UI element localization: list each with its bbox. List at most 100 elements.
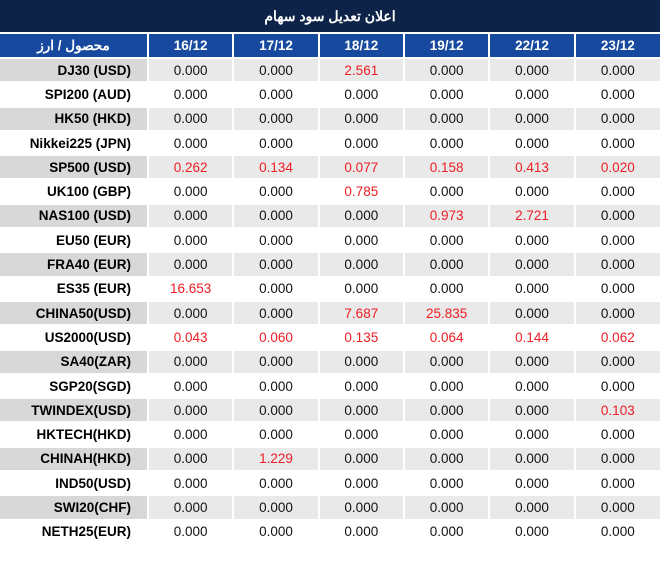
value-cell: 0.000: [233, 495, 320, 521]
value-cell: 0.000: [489, 446, 576, 473]
row-label: SGP20(SGD): [0, 373, 149, 400]
value-cell: 0.000: [489, 106, 576, 132]
value-cell: 0.000: [489, 252, 576, 278]
table-row: IND50(USD) 0.000 0.000 0.000 0.000 0.000 0.000: [0, 471, 660, 497]
value-cell: 0.000: [574, 471, 660, 497]
dividend-adjustment-report: اعلان تعديل سود سهام محصول / ارز 16/12 17/…: [0, 0, 660, 545]
value-cell: 7.687: [318, 300, 405, 327]
table-row: DJ30 (USD) 0.000 0.000 2.561 0.000 0.000 0.000: [0, 58, 660, 84]
date-column-header: 18/12: [318, 34, 405, 59]
value-cell: 0.000: [233, 252, 320, 278]
table-row: EU50 (EUR) 0.000 0.000 0.000 0.000 0.000 0.000: [0, 228, 660, 254]
value-cell: 0.000: [489, 228, 576, 254]
table-row: HK50 (HKD) 0.000 0.000 0.000 0.000 0.000 0.000: [0, 106, 660, 132]
value-cell: 0.000: [233, 373, 320, 400]
value-cell: 0.135: [318, 325, 405, 351]
value-cell: 0.000: [318, 203, 405, 230]
value-cell: 0.000: [489, 519, 576, 545]
value-cell: 0.000: [318, 228, 405, 254]
value-cell: 0.064: [403, 325, 491, 351]
table-header-row: محصول / ارز 16/12 17/12 18/12 19/12 22/12 23/1…: [0, 34, 660, 59]
value-cell: 0.000: [233, 179, 320, 205]
value-cell: 0.000: [403, 276, 491, 302]
table-row: SWI20(CHF) 0.000 0.000 0.000 0.000 0.000 0.000: [0, 495, 660, 521]
date-column-header: 16/12: [148, 34, 235, 59]
value-cell: 0.000: [148, 58, 235, 84]
value-cell: 0.000: [148, 300, 235, 327]
value-cell: 0.000: [574, 82, 660, 108]
value-cell: 0.000: [403, 373, 491, 400]
row-label: HKTECH(HKD): [0, 422, 149, 448]
value-cell: 0.000: [233, 519, 320, 545]
value-cell: 0.000: [233, 300, 320, 327]
value-cell: 0.000: [574, 349, 660, 375]
value-cell: 0.000: [318, 276, 405, 302]
value-cell: 0.000: [403, 106, 491, 132]
table-row: UK100 (GBP) 0.000 0.000 0.785 0.000 0.000 0.00…: [0, 179, 660, 205]
row-label: NAS100 (USD): [0, 203, 149, 230]
value-cell: 0.000: [574, 106, 660, 132]
value-cell: 0.000: [403, 495, 491, 521]
row-label: DJ30 (USD): [0, 58, 149, 84]
value-cell: 0.000: [403, 446, 491, 473]
row-label: ES35 (EUR): [0, 276, 149, 302]
date-column-header: 19/12: [403, 34, 491, 59]
value-cell: 0.158: [403, 155, 491, 181]
row-label: TWINDEX(USD): [0, 398, 149, 424]
value-cell: 0.000: [403, 179, 491, 205]
value-cell: 0.000: [489, 276, 576, 302]
value-cell: 2.721: [489, 203, 576, 230]
value-cell: 0.000: [233, 130, 320, 157]
value-cell: 0.000: [148, 252, 235, 278]
value-cell: 0.000: [318, 446, 405, 473]
table-row: Nikkei225 (JPN) 0.000 0.000 0.000 0.000 0.000…: [0, 130, 660, 157]
value-cell: 0.000: [489, 471, 576, 497]
value-cell: 0.000: [574, 228, 660, 254]
value-cell: 0.000: [403, 82, 491, 108]
value-cell: 0.000: [489, 300, 576, 327]
value-cell: 0.000: [233, 106, 320, 132]
date-column-header: 17/12: [233, 34, 320, 59]
row-label: Nikkei225 (JPN): [0, 130, 149, 157]
value-cell: 0.000: [489, 422, 576, 448]
value-cell: 0.000: [148, 228, 235, 254]
value-cell: 0.062: [574, 325, 660, 351]
value-cell: 0.000: [489, 495, 576, 521]
value-cell: 0.000: [489, 58, 576, 84]
date-column-header: 22/12: [489, 34, 576, 59]
value-cell: 0.000: [318, 519, 405, 545]
row-label: UK100 (GBP): [0, 179, 149, 205]
row-label: HK50 (HKD): [0, 106, 149, 132]
value-cell: 0.000: [148, 495, 235, 521]
value-cell: 0.000: [574, 300, 660, 327]
table-row: NAS100 (USD) 0.000 0.000 0.000 0.973 2.721 0.0…: [0, 203, 660, 230]
value-cell: 0.000: [318, 471, 405, 497]
value-cell: 0.000: [233, 471, 320, 497]
value-cell: 0.103: [574, 398, 660, 424]
value-cell: 0.000: [148, 422, 235, 448]
value-cell: 0.000: [318, 106, 405, 132]
value-cell: 0.000: [489, 82, 576, 108]
value-cell: 0.000: [403, 252, 491, 278]
row-label: IND50(USD): [0, 471, 149, 497]
value-cell: 1.229: [233, 446, 320, 473]
value-cell: 0.020: [574, 155, 660, 181]
value-cell: 0.000: [148, 82, 235, 108]
value-cell: 0.000: [318, 130, 405, 157]
value-cell: 0.000: [489, 179, 576, 205]
dividend-table: محصول / ارز 16/12 17/12 18/12 19/12 22/12 23/1…: [0, 34, 660, 545]
value-cell: 0.000: [233, 422, 320, 448]
row-label: NETH25(EUR): [0, 519, 149, 545]
value-cell: 0.000: [574, 130, 660, 157]
table-row: SGP20(SGD) 0.000 0.000 0.000 0.000 0.000 0.000: [0, 373, 660, 400]
value-cell: 0.000: [574, 422, 660, 448]
value-cell: 0.000: [148, 373, 235, 400]
value-cell: 0.000: [233, 82, 320, 108]
table-row: CHINAH(HKD) 0.000 1.229 0.000 0.000 0.000 0.00…: [0, 446, 660, 473]
value-cell: 0.000: [318, 398, 405, 424]
value-cell: 0.000: [148, 446, 235, 473]
value-cell: 0.000: [318, 373, 405, 400]
value-cell: 0.000: [403, 349, 491, 375]
row-label: CHINAH(HKD): [0, 446, 149, 473]
value-cell: 0.000: [148, 106, 235, 132]
